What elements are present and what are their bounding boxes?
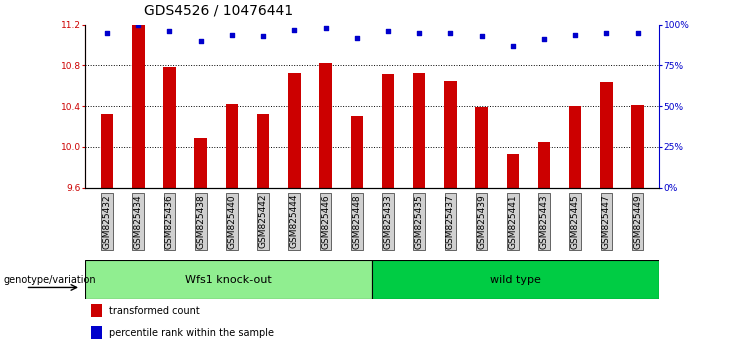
Text: GDS4526 / 10476441: GDS4526 / 10476441 bbox=[144, 4, 293, 18]
Bar bbox=[226, 104, 238, 188]
Point bbox=[133, 22, 144, 28]
Bar bbox=[91, 304, 102, 317]
Text: GSM825437: GSM825437 bbox=[446, 194, 455, 249]
Bar bbox=[538, 142, 551, 188]
Text: GSM825440: GSM825440 bbox=[227, 194, 236, 249]
Bar bbox=[85, 260, 372, 299]
Bar bbox=[382, 74, 394, 188]
Text: GSM825439: GSM825439 bbox=[477, 194, 486, 249]
Bar bbox=[319, 63, 332, 188]
Text: GSM825434: GSM825434 bbox=[134, 194, 143, 249]
Bar bbox=[257, 114, 270, 188]
Text: GSM825436: GSM825436 bbox=[165, 194, 174, 249]
Text: GSM825438: GSM825438 bbox=[196, 194, 205, 249]
Point bbox=[382, 28, 394, 34]
Bar bbox=[101, 114, 113, 188]
Text: GSM825445: GSM825445 bbox=[571, 194, 579, 249]
Text: GSM825448: GSM825448 bbox=[352, 194, 362, 249]
Point bbox=[350, 35, 362, 41]
Text: GSM825449: GSM825449 bbox=[633, 194, 642, 249]
Bar bbox=[413, 73, 425, 188]
Point bbox=[569, 32, 581, 38]
Text: wild type: wild type bbox=[491, 275, 542, 285]
Point bbox=[507, 43, 519, 49]
Point bbox=[445, 30, 456, 36]
Point bbox=[288, 27, 300, 33]
Text: genotype/variation: genotype/variation bbox=[4, 275, 96, 285]
Point bbox=[226, 32, 238, 38]
Point bbox=[257, 33, 269, 39]
Text: GSM825441: GSM825441 bbox=[508, 194, 517, 249]
Text: percentile rank within the sample: percentile rank within the sample bbox=[110, 328, 274, 338]
Point bbox=[476, 33, 488, 39]
Point bbox=[538, 36, 550, 42]
Text: Wfs1 knock-out: Wfs1 knock-out bbox=[185, 275, 272, 285]
Text: GSM825433: GSM825433 bbox=[383, 194, 393, 249]
Point bbox=[101, 30, 113, 36]
Bar bbox=[288, 73, 301, 188]
Point bbox=[600, 30, 612, 36]
Bar bbox=[569, 106, 582, 188]
Bar bbox=[132, 25, 144, 188]
Text: GSM825443: GSM825443 bbox=[539, 194, 548, 249]
Bar bbox=[444, 81, 456, 188]
Point bbox=[164, 28, 176, 34]
Bar bbox=[631, 105, 644, 188]
Text: GSM825432: GSM825432 bbox=[102, 194, 112, 249]
Text: GSM825444: GSM825444 bbox=[290, 194, 299, 249]
Point bbox=[632, 30, 644, 36]
Text: GSM825435: GSM825435 bbox=[415, 194, 424, 249]
Point bbox=[413, 30, 425, 36]
Text: GSM825442: GSM825442 bbox=[259, 194, 268, 249]
Bar bbox=[507, 154, 519, 188]
Bar bbox=[372, 260, 659, 299]
Text: GSM825446: GSM825446 bbox=[321, 194, 330, 249]
Bar bbox=[600, 82, 613, 188]
Bar bbox=[350, 116, 363, 188]
Text: transformed count: transformed count bbox=[110, 306, 200, 316]
Bar bbox=[91, 326, 102, 339]
Bar bbox=[194, 138, 207, 188]
Point bbox=[319, 25, 331, 31]
Point bbox=[195, 38, 207, 44]
Bar bbox=[163, 67, 176, 188]
Bar bbox=[475, 107, 488, 188]
Text: GSM825447: GSM825447 bbox=[602, 194, 611, 249]
